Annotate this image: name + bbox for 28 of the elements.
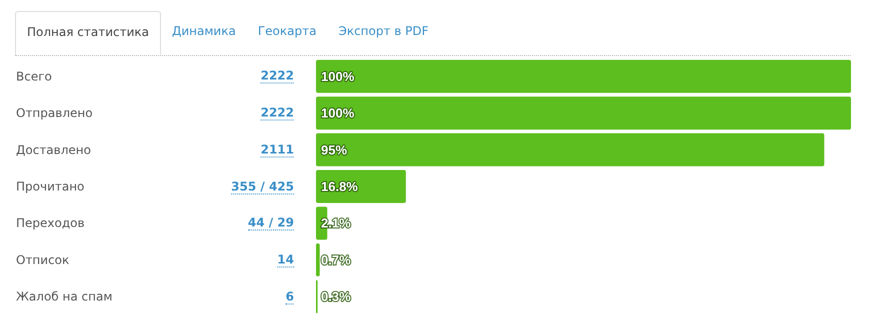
- y-tick-label: Переходов: [16, 216, 85, 230]
- text: 44 / 29: [248, 216, 294, 231]
- data-label: 100%: [321, 106, 355, 121]
- data-label: 0.3%: [321, 289, 352, 304]
- text: 2111: [260, 142, 294, 158]
- text: Экспорт в PDF: [337, 23, 430, 40]
- y-tick-label: Доставлено: [16, 142, 91, 157]
- y-tick-label: Отписок: [16, 252, 70, 267]
- text: Динамика: [171, 23, 237, 40]
- bar: [316, 96, 851, 130]
- y-tick-label: Всего: [16, 69, 52, 84]
- text: 355 / 425: [231, 179, 294, 194]
- y-tick-label: Прочитано: [16, 180, 84, 194]
- text: 14: [277, 252, 294, 268]
- data-label: 100%: [321, 68, 355, 84]
- bar: [316, 243, 320, 276]
- y-tick-label: Жалоб на спам: [16, 290, 112, 304]
- bar: [316, 60, 851, 93]
- y-tick-label: Отправлено: [16, 106, 93, 120]
- text: Полная статистика: [15, 11, 161, 55]
- text: 2222: [260, 68, 294, 84]
- text: 2222: [260, 106, 294, 121]
- text: 6: [286, 289, 294, 304]
- text: Геокарта: [256, 23, 318, 40]
- bar: [316, 133, 824, 166]
- data-label: 16.8%: [321, 179, 358, 194]
- data-label: 95%: [321, 142, 348, 158]
- data-label: 0.7%: [321, 252, 352, 268]
